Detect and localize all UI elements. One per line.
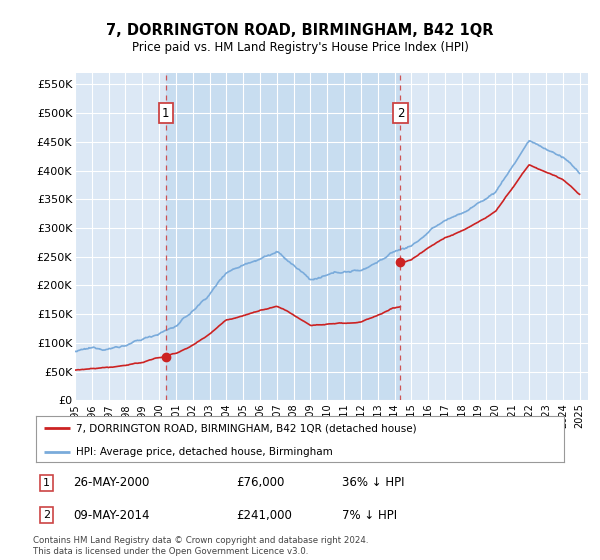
Text: HPI: Average price, detached house, Birmingham: HPI: Average price, detached house, Birm… (76, 447, 332, 457)
Text: 2: 2 (397, 106, 404, 119)
Text: Price paid vs. HM Land Registry's House Price Index (HPI): Price paid vs. HM Land Registry's House … (131, 40, 469, 54)
Text: 26-MAY-2000: 26-MAY-2000 (73, 477, 149, 489)
Text: £76,000: £76,000 (236, 477, 285, 489)
Text: £241,000: £241,000 (236, 508, 293, 521)
Text: 7% ↓ HPI: 7% ↓ HPI (342, 508, 397, 521)
Text: Contains HM Land Registry data © Crown copyright and database right 2024.
This d: Contains HM Land Registry data © Crown c… (33, 536, 368, 556)
Text: 1: 1 (162, 106, 170, 119)
Text: 2: 2 (43, 510, 50, 520)
Text: 7, DORRINGTON ROAD, BIRMINGHAM, B42 1QR (detached house): 7, DORRINGTON ROAD, BIRMINGHAM, B42 1QR … (76, 423, 416, 433)
Text: 1: 1 (43, 478, 50, 488)
Text: 09-MAY-2014: 09-MAY-2014 (73, 508, 149, 521)
Text: 36% ↓ HPI: 36% ↓ HPI (342, 477, 405, 489)
Bar (166, 73, 400, 400)
Text: 7, DORRINGTON ROAD, BIRMINGHAM, B42 1QR: 7, DORRINGTON ROAD, BIRMINGHAM, B42 1QR (106, 24, 494, 38)
